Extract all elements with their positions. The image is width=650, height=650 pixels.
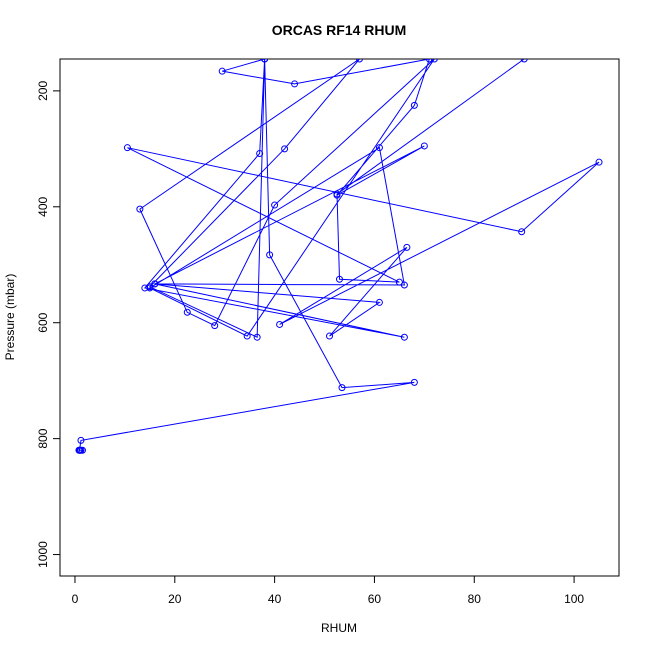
x-tick-label: 80 (468, 592, 482, 606)
x-tick-label: 0 (72, 592, 79, 606)
data-point (243, 332, 251, 340)
y-tick-label: 800 (36, 428, 50, 448)
data-point (403, 243, 411, 251)
data-point (141, 284, 149, 292)
y-tick-label: 200 (36, 81, 50, 101)
y-tick-label: 600 (36, 312, 50, 332)
data-point (338, 384, 346, 392)
data-point (400, 281, 408, 289)
data-point (253, 333, 261, 341)
plot-frame (59, 58, 620, 577)
data-point (151, 280, 159, 288)
data-point (261, 59, 269, 63)
data-point (430, 59, 438, 63)
data-point (420, 142, 428, 150)
data-point (326, 332, 334, 340)
series-line (78, 59, 600, 451)
data-point (183, 308, 191, 316)
data-point (425, 59, 433, 63)
data-point (400, 333, 408, 341)
data-point (410, 378, 418, 386)
data-point (336, 275, 343, 283)
y-tick-label: 1000 (36, 541, 50, 568)
data-point (410, 101, 418, 109)
data-point (276, 320, 284, 328)
x-tick-label: 100 (564, 592, 584, 606)
data-point (355, 59, 363, 63)
data-point (211, 322, 219, 330)
data-point (136, 205, 144, 213)
data-point (395, 278, 403, 286)
data-point (271, 201, 279, 209)
data-point (78, 446, 86, 454)
data-point (77, 436, 85, 444)
data-point (291, 80, 299, 88)
data-point (218, 67, 226, 75)
chart-title: ORCAS RF14 RHUM (272, 22, 407, 38)
data-point (375, 144, 383, 152)
y-axis: 200 400 600 800 1000 (36, 81, 60, 568)
data-point (518, 228, 526, 236)
data-point (375, 298, 383, 306)
data-point (520, 59, 528, 63)
data-point (333, 190, 341, 198)
y-tick-label: 400 (36, 196, 50, 216)
data-point (75, 446, 83, 454)
data-point (256, 149, 264, 157)
x-tick-label: 20 (168, 592, 182, 606)
x-axis-label: RHUM (321, 621, 357, 635)
x-tick-label: 40 (268, 592, 282, 606)
data-point (281, 145, 289, 153)
plot-area (75, 59, 603, 454)
data-point (266, 251, 274, 259)
data-point (595, 158, 603, 166)
y-axis-label: Pressure (mbar) (3, 274, 17, 361)
data-point (146, 284, 154, 292)
data-point (123, 144, 131, 152)
x-axis: 0 20 40 60 80 100 (72, 576, 584, 606)
x-tick-label: 60 (368, 592, 382, 606)
